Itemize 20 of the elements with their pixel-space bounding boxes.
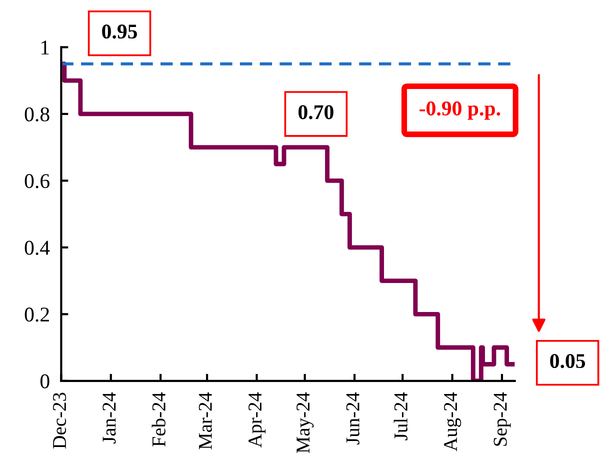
x-tick-label: Jan-24 bbox=[102, 392, 116, 444]
x-tick-label: Sep-24 bbox=[494, 392, 511, 446]
y-tick-label: 0.6 bbox=[24, 174, 50, 188]
x-tick-label: Jun-24 bbox=[346, 392, 360, 445]
x-tick-label: May-24 bbox=[296, 392, 314, 454]
y-tick-label: 0.8 bbox=[24, 107, 50, 122]
y-tick-label: 0 bbox=[40, 374, 50, 388]
y-tick-label: 0.4 bbox=[24, 240, 50, 255]
x-tick-label: Dec-23 bbox=[53, 392, 66, 449]
annotation: 0.95 bbox=[102, 24, 137, 39]
x-tick-label: Apr-24 bbox=[248, 392, 266, 448]
x-tick-label: Mar-24 bbox=[198, 392, 212, 450]
annotation: -0.90 p.p. bbox=[420, 101, 500, 120]
x-tick-label: Jul-24 bbox=[394, 392, 408, 440]
x-tick-label: Aug-24 bbox=[444, 392, 462, 452]
y-tick-label: 1 bbox=[42, 40, 49, 54]
annotation: 0.70 bbox=[298, 105, 334, 120]
annotation: 0.05 bbox=[550, 354, 586, 368]
x-tick-label: Feb-24 bbox=[152, 392, 166, 447]
y-tick-label: 0.2 bbox=[24, 308, 49, 322]
